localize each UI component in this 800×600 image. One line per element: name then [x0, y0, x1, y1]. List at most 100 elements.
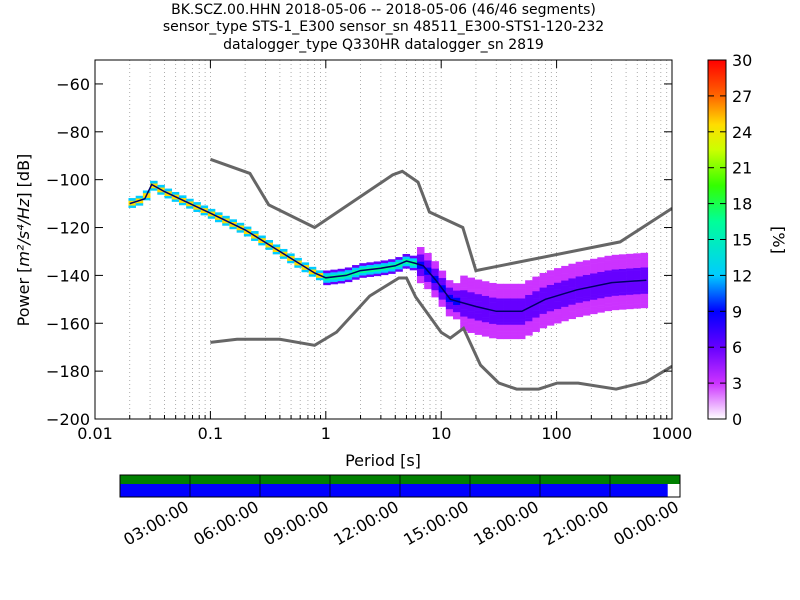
heatmap-cell [186, 201, 194, 204]
heatmap-cell [489, 285, 497, 289]
heatmap-cell [546, 313, 555, 317]
heatmap-cell [489, 294, 497, 298]
heatmap-cell [243, 226, 252, 230]
heatmap-cell [481, 309, 490, 313]
heatmap-cell [489, 323, 497, 327]
heatmap-cell [561, 294, 569, 298]
heatmap-cell [611, 283, 620, 287]
heatmap-cell [575, 273, 584, 277]
heatmap-cell [489, 326, 497, 329]
heatmap-cell [474, 308, 483, 311]
heatmap-cell [568, 297, 576, 300]
heatmap-cell [604, 308, 613, 312]
heatmap-cell [496, 298, 504, 301]
heatmap-cell [467, 294, 475, 298]
heatmap-cell [157, 187, 165, 190]
heatmap-cell [525, 332, 533, 336]
heatmap-cell [460, 321, 468, 324]
heatmap-cell [352, 274, 360, 278]
heatmap-cell [575, 304, 584, 308]
heatmap-cell [604, 255, 613, 259]
heatmap-cell [561, 273, 569, 276]
heatmap-cell [604, 294, 613, 297]
heatmap-cell [568, 306, 576, 310]
heatmap-cell [517, 331, 526, 335]
heatmap-cell [604, 265, 613, 269]
heatmap-cell [431, 294, 439, 298]
heatmap-cell [445, 289, 454, 293]
heatmap-cell [568, 304, 576, 308]
heatmap-cell [582, 293, 591, 297]
heatmap-cell [611, 269, 620, 272]
x-tick-label: 10 [431, 424, 451, 443]
colorbar-label: [%] [769, 226, 788, 254]
heatmap-cell [626, 284, 634, 288]
heatmap-cell [373, 266, 382, 269]
heatmap-cell [157, 189, 165, 193]
heatmap-cell [229, 219, 237, 223]
heatmap-cell [438, 277, 447, 281]
heatmap-cell [604, 262, 613, 266]
heatmap-cell [561, 280, 569, 283]
heatmap-cell [496, 331, 504, 335]
heatmap-cell [590, 261, 598, 264]
heatmap-cell [532, 312, 540, 316]
heatmap-cell [618, 283, 627, 286]
heatmap-cell [431, 263, 439, 267]
heatmap-cell [489, 306, 497, 310]
heatmap-cell [633, 294, 641, 297]
heatmap-cell [546, 294, 555, 297]
heatmap-cell [546, 277, 555, 281]
heatmap-cell [626, 301, 634, 305]
colorbar-tick-label: 27 [732, 87, 752, 106]
heatmap-cell [467, 330, 475, 333]
heatmap-cell [532, 288, 540, 292]
heatmap-cell [481, 317, 490, 320]
heatmap-cell [546, 308, 555, 312]
heatmap-cell [481, 283, 490, 287]
heatmap-cell [503, 283, 512, 287]
heatmap-cell [525, 287, 533, 291]
heatmap-cell [453, 311, 461, 315]
heatmap-cell [265, 240, 274, 243]
heatmap-cell [496, 283, 504, 287]
heatmap-cell [590, 287, 598, 291]
heatmap-cell [575, 309, 584, 313]
heatmap-cell [344, 274, 353, 278]
heatmap-cell [178, 197, 187, 201]
heatmap-cell [568, 270, 576, 274]
heatmap-cell [474, 284, 483, 288]
heatmap-cell [496, 322, 504, 325]
heatmap-cell [611, 264, 620, 268]
heatmap-cell [359, 272, 367, 276]
heatmap-cell [539, 325, 548, 329]
heatmap-cell [546, 289, 555, 293]
heatmap-cell [395, 269, 403, 272]
heatmap-cell [582, 279, 591, 283]
heatmap-cell [517, 324, 526, 328]
heatmap-cell [510, 331, 519, 335]
heatmap-cell [467, 313, 475, 317]
heatmap-cell [546, 320, 555, 324]
heatmap-cell [517, 319, 526, 323]
heatmap-cell [539, 284, 548, 288]
heatmap-cell [178, 195, 187, 199]
heatmap-cell [611, 254, 620, 258]
heatmap-cell [546, 315, 555, 319]
heatmap-cell [590, 280, 598, 284]
heatmap-cell [597, 297, 605, 301]
heatmap-cell [561, 268, 569, 271]
heatmap-cell [236, 229, 245, 233]
heatmap-cell [561, 289, 569, 293]
heatmap-cell [510, 288, 519, 292]
heatmap-cell [438, 296, 447, 300]
heatmap-cell [510, 298, 519, 301]
heatmap-cell [229, 226, 237, 230]
heatmap-cell [467, 320, 475, 324]
heatmap-cell [604, 277, 613, 281]
heatmap-cell [431, 285, 439, 288]
heatmap-cell [424, 286, 432, 290]
heatmap-cell [424, 276, 432, 280]
heatmap-cell [633, 262, 641, 266]
heatmap-cell [402, 258, 411, 262]
